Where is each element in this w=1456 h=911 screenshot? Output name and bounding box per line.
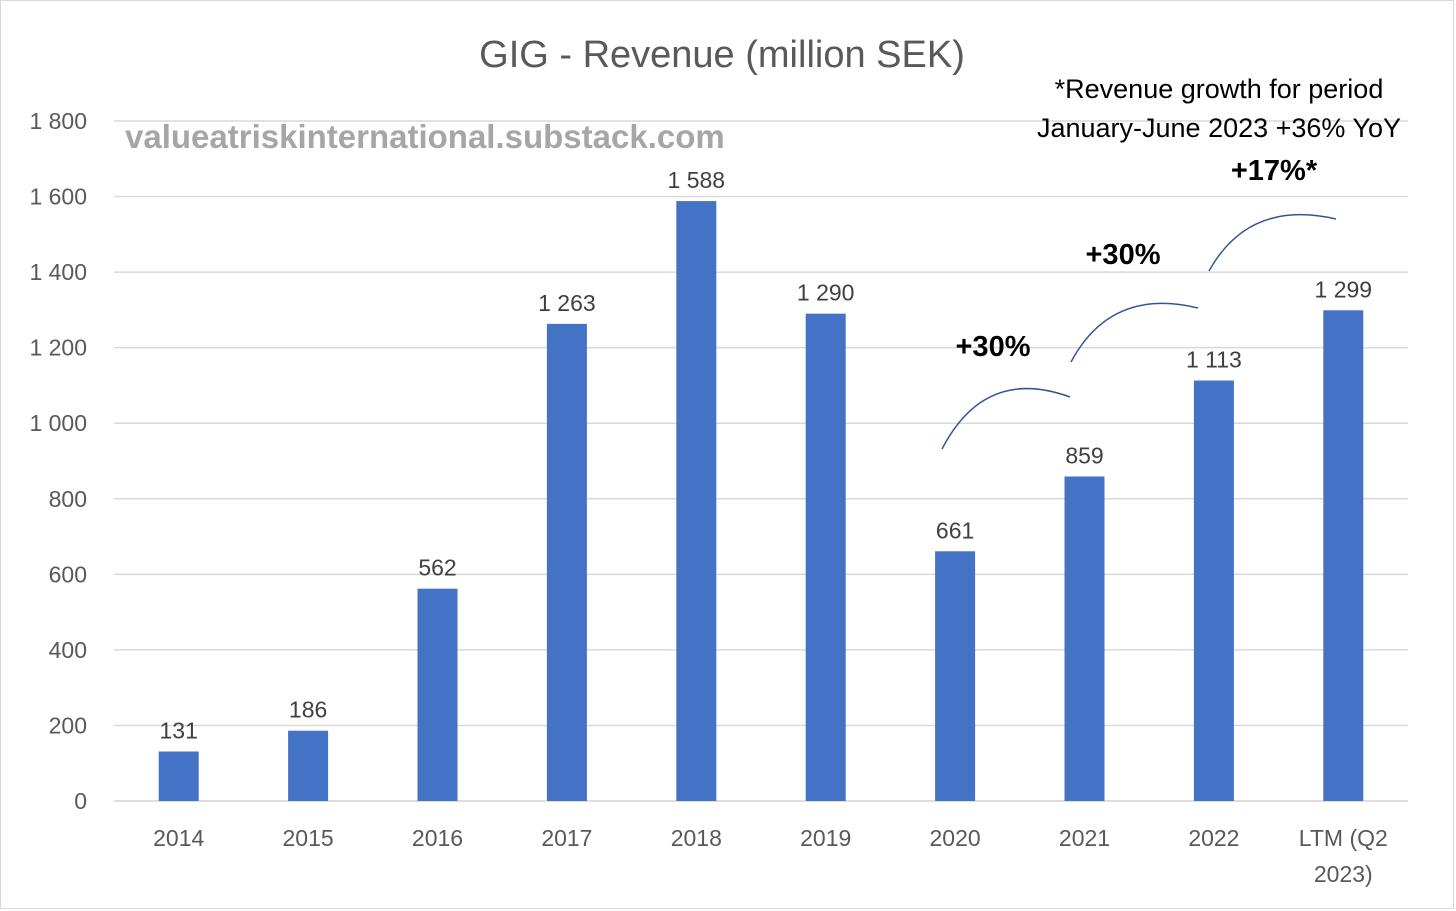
bar-2015 [288,730,329,801]
watermark-text: valueatriskinternational.substack.com [125,118,725,155]
x-tick-label-2021: 2021 [1059,825,1110,851]
data-label-ltm-q2-2023: 1 299 [1315,276,1373,302]
data-label-2017: 1 263 [538,290,596,316]
growth-label-2020-2021: +30% [956,331,1031,363]
bar-2019 [805,313,846,801]
bars [158,201,1364,802]
growth-arc-1 [941,387,1071,450]
x-tick-label-2014: 2014 [153,825,204,851]
y-axis-ticks: 0 200 400 600 800 1 000 1 200 1 400 1 600 1 800 [29,108,87,814]
x-tick-label-2018: 2018 [671,825,722,851]
x-tick-label-2022: 2022 [1188,825,1239,851]
y-tick-label: 800 [49,486,87,512]
bar-2021 [1064,476,1105,801]
data-label-2021: 859 [1065,442,1103,468]
bar-2022 [1193,380,1234,801]
y-tick-label: 400 [49,637,87,663]
x-tick-label-2017: 2017 [541,825,592,851]
y-tick-label: 1 400 [29,259,87,285]
growth-label-2021-2022: +30% [1086,239,1161,271]
bar-ltm-q2-2023 [1323,310,1364,801]
x-tick-label-2016: 2016 [412,825,463,851]
bar-2017 [546,323,587,801]
y-tick-label: 1 000 [29,410,87,436]
note-line-1: *Revenue growth for period [1055,74,1384,104]
bar-2020 [935,551,976,801]
data-label-2019: 1 290 [797,280,855,306]
y-tick-label: 1 200 [29,335,87,361]
x-tick-label-2019: 2019 [800,825,851,851]
note-line-2: January-June 2023 +36% YoY [1037,113,1401,143]
y-tick-label: 600 [49,561,87,587]
y-tick-label: 200 [49,712,87,738]
x-axis-ticks: 2014 2015 2016 2017 2018 2019 2020 2021 2022 LTM … [153,825,1388,887]
y-tick-label: 1 600 [29,184,87,210]
x-tick-label-ltm-q2-2023: LTM (Q2 2023) [1299,825,1388,887]
bar-2016 [417,588,458,801]
y-tick-label: 0 [74,788,87,814]
data-labels: 131 186 562 1 263 1 588 1 290 661 859 1 113 1 299 [160,167,1373,743]
x-tick-label-2020: 2020 [930,825,981,851]
data-label-2016: 562 [418,555,456,581]
data-label-2020: 661 [936,517,974,543]
growth-arc-3 [1208,213,1337,272]
growth-arc-2 [1070,302,1199,363]
gridlines [114,120,1408,802]
y-tick-label: 1 800 [29,108,87,134]
bar-2014 [158,751,199,801]
chart-title: GIG - Revenue (million SEK) [479,34,965,76]
data-label-2015: 186 [289,697,327,723]
bar-2018 [676,201,717,802]
data-label-2018: 1 588 [668,167,726,193]
growth-label-2022-ltm: +17%* [1231,155,1318,187]
data-label-2022: 1 113 [1186,347,1242,373]
data-label-2014: 131 [160,718,198,744]
x-tick-label-2015: 2015 [283,825,334,851]
growth-arcs [941,213,1337,450]
